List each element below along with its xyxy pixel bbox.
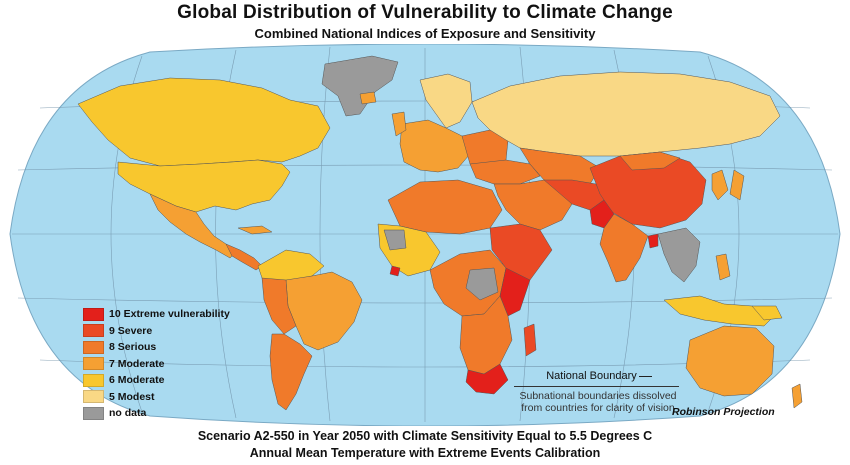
legend-swatch (83, 340, 104, 354)
turkey-caucasus (469, 159, 541, 185)
legend-item-no-data: no data (83, 405, 230, 421)
legend-swatch (83, 307, 104, 321)
legend-label: no data (109, 407, 147, 419)
sahel-nodata (383, 229, 407, 251)
mongolia (619, 151, 681, 171)
madagascar (523, 323, 537, 357)
west-coast-red (389, 265, 401, 277)
myanmar-indochina (657, 227, 701, 283)
legend-swatch (83, 373, 104, 387)
russia (471, 71, 781, 157)
scandinavia (419, 73, 473, 129)
projection-label: Robinson Projection (672, 406, 775, 418)
legend-label: 5 Modest (109, 390, 155, 403)
legend-item-10: 10 Extreme vulnerability (83, 306, 230, 322)
drc-nodata (465, 267, 499, 301)
uk-iceland (359, 91, 407, 137)
caption-line2: Annual Mean Temperature with Extreme Eve… (249, 446, 601, 460)
southern-africa (459, 295, 513, 375)
korea-japan (711, 169, 745, 201)
legend-label: 10 Extreme vulnerability (109, 308, 230, 320)
somalia-kenya (499, 267, 531, 317)
australia (685, 325, 775, 397)
national-boundary-label-row: National Boundary (514, 370, 684, 382)
legend-swatch (83, 390, 104, 403)
boundary-dash (638, 375, 652, 377)
national-boundary-key: National Boundary (514, 370, 684, 382)
canada (77, 77, 331, 167)
papua (751, 305, 783, 321)
legend-label: 6 Moderate (109, 374, 165, 386)
legend-item-8: 8 Serious (83, 339, 230, 355)
boundary-note-line1: Subnational boundaries dissolved (519, 390, 677, 402)
legend-label: 8 Serious (109, 341, 157, 353)
world-map (9, 44, 841, 426)
caribbean (237, 225, 273, 235)
middle-east (493, 179, 573, 231)
legend-label: 9 Severe (109, 324, 153, 337)
india (599, 213, 649, 283)
legend-item-9: 9 Severe (83, 323, 230, 339)
caption-line1: Scenario A2-550 in Year 2050 with Climat… (197, 429, 653, 443)
boundary-divider (514, 386, 679, 387)
national-boundary-label: National Boundary (546, 370, 637, 382)
legend-item-7: 7 Moderate (83, 356, 230, 372)
western-europe (399, 119, 471, 173)
legend-swatch (83, 324, 104, 337)
peru-bolivia (261, 277, 297, 335)
legend-item-6: 6 Moderate (83, 372, 230, 388)
philippines (715, 253, 731, 281)
map-title: Global Distribution of Vulnerability to … (177, 2, 673, 23)
map-subtitle: Combined National Indices of Exposure an… (254, 26, 596, 41)
boundary-note-line2: from countries for clarity of vision (521, 402, 675, 414)
bangladesh (647, 233, 659, 249)
legend-label: 7 Moderate (109, 357, 165, 370)
south-africa (465, 363, 509, 395)
argentina-chile (269, 333, 313, 411)
legend-swatch (83, 357, 104, 370)
boundary-note: Subnational boundaries dissolved from co… (508, 390, 688, 414)
legend-swatch (83, 406, 104, 420)
map-legend: 10 Extreme vulnerability 9 Severe 8 Seri… (83, 306, 230, 422)
indonesia (663, 295, 777, 327)
legend-item-5: 5 Modest (83, 389, 230, 405)
new-zealand (791, 383, 803, 409)
